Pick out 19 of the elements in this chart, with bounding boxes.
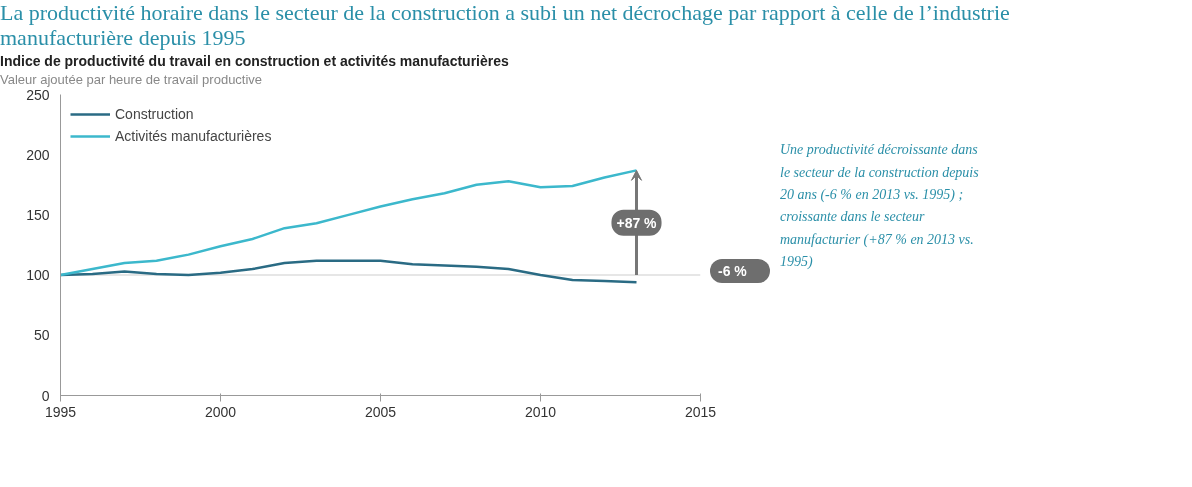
y-tick-label: 0 bbox=[41, 387, 50, 404]
y-tick-label: 100 bbox=[26, 267, 50, 284]
y-tick-label: 250 bbox=[26, 86, 50, 103]
y-axis-title: Valeur ajoutée par heure de travail productive bbox=[0, 71, 263, 87]
x-tick-label: 2015 bbox=[684, 403, 717, 420]
y-tick-label: 50 bbox=[33, 327, 50, 344]
chart-subtitle: Indice de productivité du travail en construction et activités manufacturières bbox=[0, 51, 509, 71]
y-tick-label: 200 bbox=[26, 146, 50, 163]
text: Une productivité décroissante dans le secteur de la construction depuis 20 ans (-6 % en 2013 vs. 1995) ; croissante dans le secteur manufacturier (+87 % en 2013 vs. 1995) bbox=[780, 141, 980, 272]
annotation: +87 % bbox=[616, 214, 658, 231]
x-tick-label: 1995 bbox=[44, 403, 77, 420]
x-tick-label: 2005 bbox=[364, 403, 397, 420]
legend-label: Activités manufacturières bbox=[115, 128, 272, 145]
x-tick-label: 2010 bbox=[524, 403, 557, 420]
text: -6 % bbox=[718, 262, 747, 281]
x-tick-label: 2000 bbox=[204, 403, 237, 420]
y-tick-label: 150 bbox=[26, 207, 50, 224]
chart-title: La productivité horaire dans le secteur de la construction a subi un net décrochage par rapport à celle de l’industrie manufacturière depuis 1995 bbox=[0, 0, 1011, 51]
legend-label: Construction bbox=[115, 106, 194, 123]
